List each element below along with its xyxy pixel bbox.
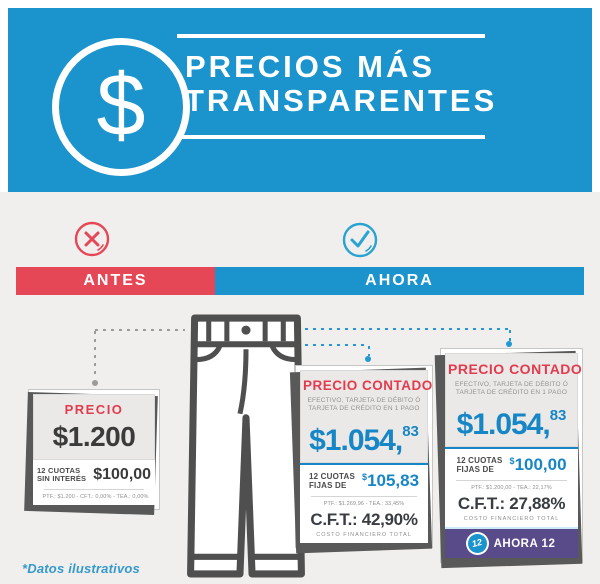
tag-cash1-title: PRECIO CONTADO xyxy=(303,378,433,393)
tag-cash1-installments-label: 12 CUOTAS FIJAS DE xyxy=(308,472,356,490)
tag-cash2-cft: C.F.T.: 27,88% xyxy=(457,494,566,513)
jeans-illustration xyxy=(186,313,306,581)
check-circle-icon xyxy=(341,221,379,259)
tag-cash1-bottom-panel: 12 CUOTAS FIJAS DE $105,83 PTF.: $1.269,… xyxy=(300,465,428,543)
tag-cash1-installment-amount: $105,83 xyxy=(362,471,420,490)
tag-cash2-top-panel: PRECIO CONTADO EFECTIVO, TARJETA DE DÉBI… xyxy=(445,353,583,447)
footnote: *Datos ilustrativos xyxy=(22,561,140,576)
tag-cash1-top-panel: PRECIO CONTADO EFECTIVO, TARJETA DE DÉBI… xyxy=(300,370,433,463)
after-label: AHORA xyxy=(365,272,434,289)
tag-cash2-price: $1.054,83 xyxy=(456,407,567,441)
tag-cash2-title: PRECIO CONTADO xyxy=(448,361,583,377)
blue-divider xyxy=(300,463,428,465)
after-bar: AHORA xyxy=(215,267,584,295)
before-label: ANTES xyxy=(83,272,148,289)
tag-cash2-subtitle: EFECTIVO, TARJETA DE DÉBITO Ó TARJETA DE… xyxy=(455,381,568,396)
tag-cash2-fine-print: PTF.: $1.200,00 - TEA.: 22,17% xyxy=(471,485,552,491)
tag-before-price: $1.200 xyxy=(52,421,136,452)
tag-cash1-fine-print: PTF.: $1.269,96 - TEA.: 33,45% xyxy=(323,501,405,507)
tag-cash2-installments-label: 12 CUOTAS FIJAS DE xyxy=(456,456,503,474)
dollar-symbol: $ xyxy=(96,55,146,154)
tag-before-top-panel: PRECIO $1.200 xyxy=(33,394,155,460)
connector-blue1-horizontal xyxy=(305,328,510,330)
connector-blue1-vertical xyxy=(509,330,511,341)
connector-blue1-dot xyxy=(506,341,512,347)
page-title-line2: TRANSPARENTES xyxy=(185,83,498,118)
title-rule-top xyxy=(177,34,485,38)
connector-gray-vertical xyxy=(94,331,96,379)
tag-cash2-cft-caption: COSTO FINANCIERO TOTAL xyxy=(463,516,560,522)
divider xyxy=(311,496,417,497)
tag-cash2-installment-amount: $100,00 xyxy=(509,455,567,474)
tag-before-title: PRECIO xyxy=(64,402,124,417)
divider xyxy=(44,489,144,490)
header-banner: $ PRECIOS MÁS TRANSPARENTES xyxy=(8,8,592,192)
connector-blue2-horizontal xyxy=(305,344,369,346)
tag-before-fine-print: PTF.: $1.200 - CFT.: 0,00% - TEA.: 0,00% xyxy=(42,494,149,500)
connector-blue2-vertical xyxy=(368,346,370,356)
blue-divider xyxy=(445,447,578,449)
title-rule-bottom xyxy=(177,135,485,139)
tag-cash2-bottom-panel: 12 CUOTAS FIJAS DE $100,00 PTF.: $1.200,… xyxy=(445,449,578,527)
tag-cash1-subtitle: EFECTIVO, TARJETA DE DÉBITO Ó TARJETA DE… xyxy=(307,397,421,412)
tag-before-installment-amount: $100,00 xyxy=(93,466,152,483)
connector-blue2-dot xyxy=(365,356,371,362)
connector-gray-horizontal xyxy=(95,329,185,331)
dollar-icon: $ xyxy=(52,38,190,176)
x-circle-icon xyxy=(73,220,111,258)
ahora12-badge: 12 AHORA 12 xyxy=(445,529,578,558)
ahora12-logo-icon: 12 xyxy=(467,534,487,553)
price-tag-cash-2: PRECIO CONTADO EFECTIVO, TARJETA DE DÉBI… xyxy=(440,348,583,563)
badge-top-line xyxy=(445,527,578,529)
tag-cash1-cft: C.F.T.: 42,90% xyxy=(310,510,418,529)
page-title: PRECIOS MÁS TRANSPARENTES xyxy=(185,50,497,118)
price-tag-before: PRECIO $1.200 12 CUOTAS SIN INTERÉS $100… xyxy=(28,389,160,510)
ahora12-label: AHORA 12 xyxy=(493,537,556,550)
tag-before-installments-label: 12 CUOTAS SIN INTERÉS xyxy=(36,465,87,483)
page-title-line1: PRECIOS MÁS xyxy=(185,49,436,84)
divider xyxy=(456,480,567,481)
price-tag-cash-1: PRECIO CONTADO EFECTIVO, TARJETA DE DÉBI… xyxy=(295,365,433,548)
tag-cash1-cft-caption: COSTO FINANCIERO TOTAL xyxy=(316,532,412,538)
tag-cash1-price: $1.054,83 xyxy=(309,423,419,457)
connector-gray-dot xyxy=(92,380,98,386)
before-bar: ANTES xyxy=(16,267,215,295)
tag-before-bottom-panel: 12 CUOTAS SIN INTERÉS $100,00 PTF.: $1.2… xyxy=(33,460,155,505)
